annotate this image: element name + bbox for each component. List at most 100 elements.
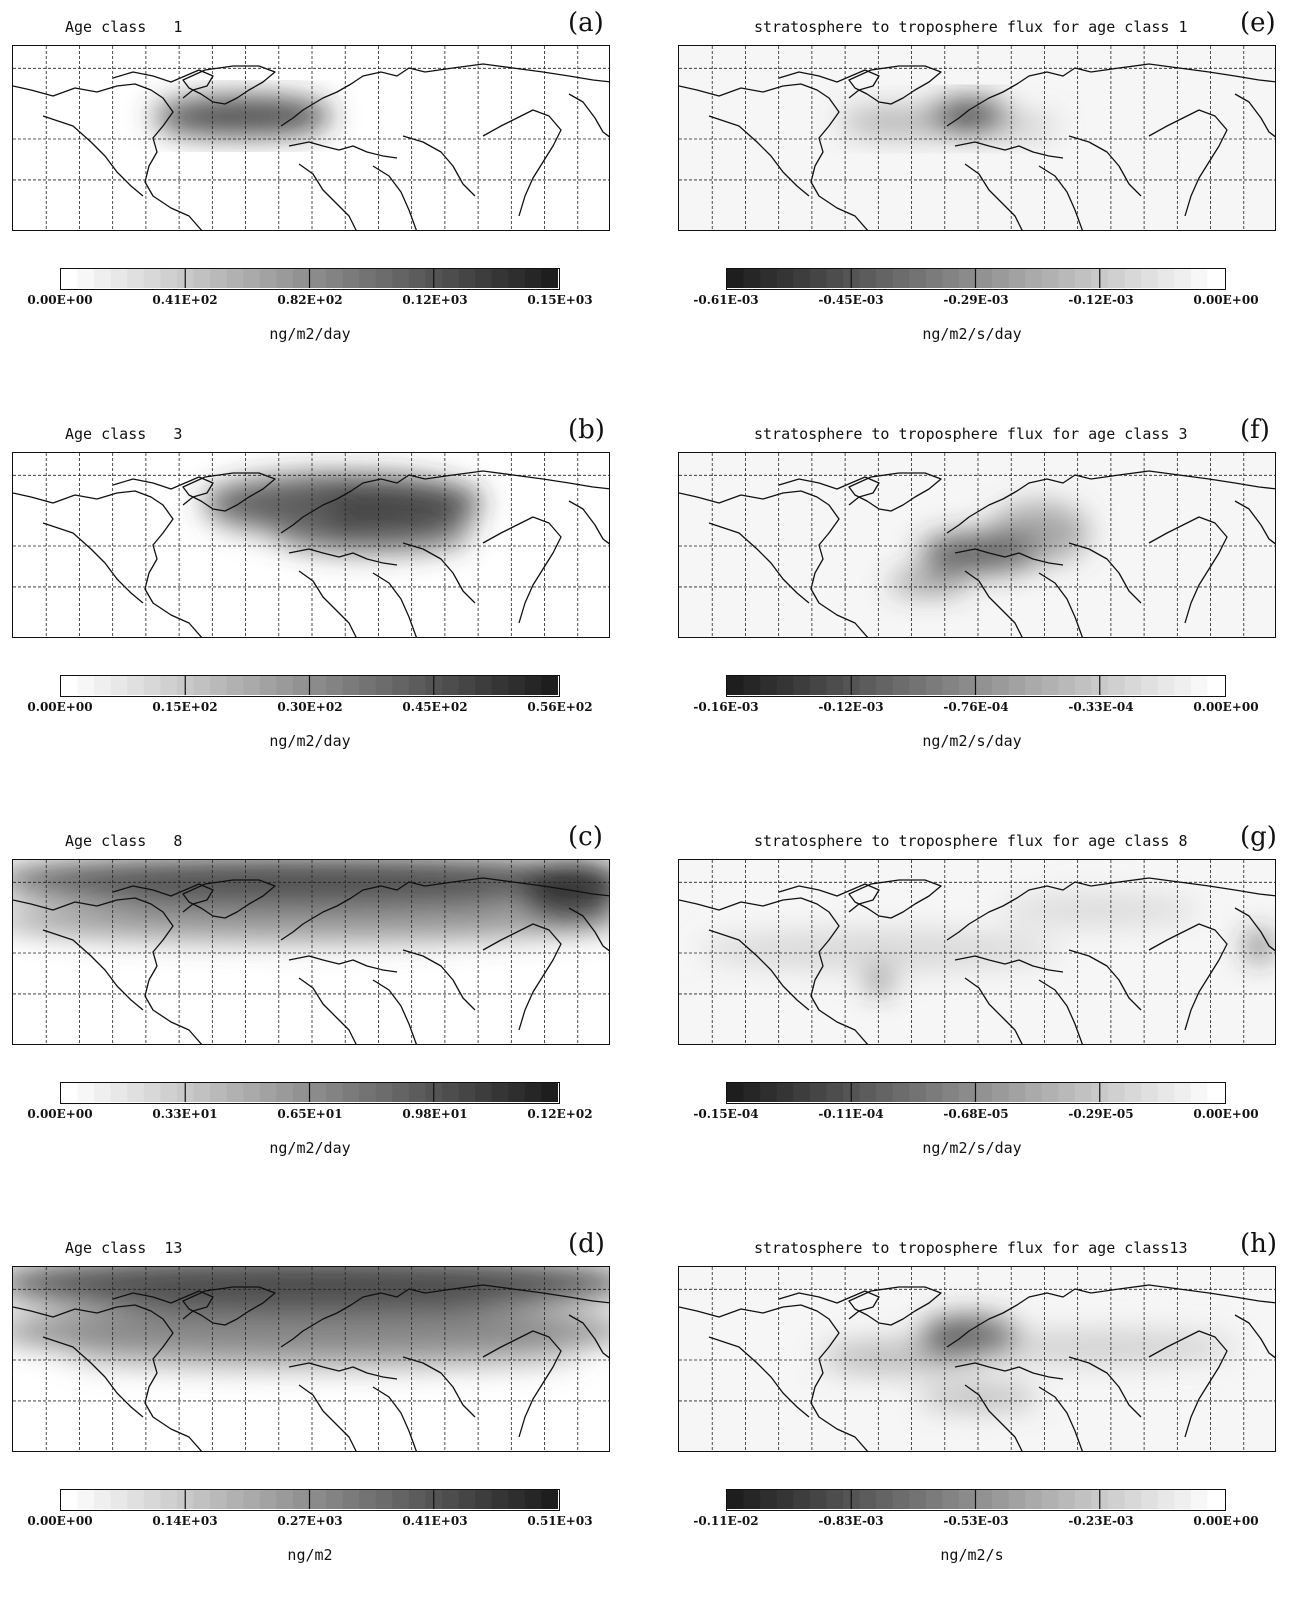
colorbar-gradient bbox=[61, 1083, 558, 1102]
colorbar-tick-label: -0.76E-04 bbox=[943, 700, 1009, 714]
colorbar-tick-label: 0.12E+02 bbox=[527, 1107, 593, 1121]
map-plot bbox=[13, 453, 609, 637]
shading-field bbox=[889, 503, 1089, 593]
shading-field bbox=[699, 894, 1273, 990]
colorbar-unit: ng/m2/day bbox=[269, 325, 351, 343]
colorbar-tick-label: -0.23E-03 bbox=[1068, 1514, 1134, 1528]
coastlines bbox=[13, 877, 609, 1044]
colorbar-tick-label: 0.98E+01 bbox=[402, 1107, 468, 1121]
colorbar-tick-label: 0.82E+02 bbox=[277, 293, 343, 307]
colorbar-gradient bbox=[61, 1490, 558, 1509]
coastlines bbox=[679, 877, 1275, 1044]
colorbar-gradient bbox=[61, 676, 558, 695]
map-frame bbox=[678, 1266, 1276, 1452]
coastlines bbox=[679, 1284, 1275, 1451]
map-plot bbox=[679, 860, 1275, 1044]
panel-h: stratosphere to troposphere flux for age… bbox=[646, 1221, 1286, 1621]
colorbar-tick-label: -0.68E-05 bbox=[943, 1107, 1009, 1121]
colorbar-tick-label: 0.27E+03 bbox=[277, 1514, 343, 1528]
map-frame bbox=[678, 452, 1276, 638]
colorbar-unit: ng/m2/s/day bbox=[922, 325, 1022, 343]
panel-c: Age class 8 (c) ng/m2/day 0.00E+00 0.33E+… bbox=[10, 814, 650, 1214]
colorbar-tick-label: -0.53E-03 bbox=[943, 1514, 1009, 1528]
panel-e: stratosphere to troposphere flux for age… bbox=[646, 0, 1286, 400]
colorbar-tick-label: -0.29E-05 bbox=[1068, 1107, 1134, 1121]
panel-title: stratosphere to troposphere flux for age… bbox=[754, 18, 1188, 36]
colorbar-tick-label: 0.15E+02 bbox=[152, 700, 218, 714]
panel-title: Age class 3 bbox=[65, 425, 183, 443]
colorbar bbox=[726, 1082, 1226, 1104]
colorbar-tick-label: 0.00E+00 bbox=[27, 700, 93, 714]
map-plot bbox=[13, 1267, 609, 1451]
map-plot bbox=[679, 46, 1275, 230]
graticule bbox=[679, 860, 1275, 1044]
panel-label: (a) bbox=[568, 8, 604, 38]
map-frame bbox=[12, 452, 610, 638]
map-plot bbox=[679, 453, 1275, 637]
panel-a: Age class 1 (a) ng/m2/day 0.00E+00 0.41E+… bbox=[10, 0, 650, 400]
panel-title: Age class 8 bbox=[65, 832, 183, 850]
panel-title: Age class 1 bbox=[65, 18, 183, 36]
colorbar-tick-label: 0.33E+01 bbox=[152, 1107, 218, 1121]
colorbar-tick-label: 0.00E+00 bbox=[27, 293, 93, 307]
colorbar-tick-label: 0.41E+02 bbox=[152, 293, 218, 307]
colorbar-tick-label: -0.11E-02 bbox=[693, 1514, 759, 1528]
panel-d: Age class 13 (d) ng/m2 0.00E+00 0.14E+03 0… bbox=[10, 1221, 650, 1621]
colorbar-gradient bbox=[727, 269, 1224, 288]
shading-field bbox=[13, 1267, 609, 1371]
colorbar-unit: ng/m2/s bbox=[940, 1546, 1004, 1564]
colorbar-tick-label: -0.12E-03 bbox=[1068, 293, 1134, 307]
colorbar-tick-label: 0.00E+00 bbox=[27, 1514, 93, 1528]
colorbar-tick-label: -0.45E-03 bbox=[818, 293, 884, 307]
colorbar-tick-label: 0.00E+00 bbox=[27, 1107, 93, 1121]
coastlines bbox=[13, 470, 609, 637]
colorbar-tick-label: -0.15E-04 bbox=[693, 1107, 759, 1121]
coastlines bbox=[679, 470, 1275, 637]
colorbar-tick-label: 0.45E+02 bbox=[402, 700, 468, 714]
shading-field bbox=[203, 475, 483, 553]
colorbar bbox=[60, 675, 560, 697]
panel-label: (c) bbox=[568, 822, 603, 852]
colorbar-tick-label: 0.14E+03 bbox=[152, 1514, 218, 1528]
shading-field bbox=[153, 96, 333, 136]
panel-title: stratosphere to troposphere flux for age… bbox=[754, 425, 1188, 443]
colorbar-unit: ng/m2/day bbox=[269, 732, 351, 750]
panel-label: (f) bbox=[1240, 415, 1270, 445]
colorbar-tick-label: -0.11E-04 bbox=[818, 1107, 884, 1121]
colorbar-tick-label: -0.83E-03 bbox=[818, 1514, 884, 1528]
panel-f: stratosphere to troposphere flux for age… bbox=[646, 407, 1286, 807]
colorbar-gradient bbox=[727, 1083, 1224, 1102]
panel-label: (h) bbox=[1240, 1229, 1278, 1259]
colorbar-gradient bbox=[727, 676, 1224, 695]
colorbar-tick-label: -0.12E-03 bbox=[818, 700, 884, 714]
colorbar-tick-label: 0.12E+03 bbox=[402, 293, 468, 307]
colorbar-tick-label: -0.61E-03 bbox=[693, 293, 759, 307]
colorbar-tick-label: 0.00E+00 bbox=[1193, 1107, 1259, 1121]
colorbar-tick-label: 0.15E+03 bbox=[527, 293, 593, 307]
colorbar-tick-label: 0.51E+03 bbox=[527, 1514, 593, 1528]
panel-label: (e) bbox=[1240, 8, 1276, 38]
colorbar bbox=[726, 268, 1226, 290]
colorbar bbox=[60, 1489, 560, 1511]
shading-field bbox=[819, 1317, 1239, 1409]
colorbar-tick-label: 0.41E+03 bbox=[402, 1514, 468, 1528]
colorbar-tick-label: -0.33E-04 bbox=[1068, 700, 1134, 714]
map-frame bbox=[12, 45, 610, 231]
panel-label: (b) bbox=[568, 415, 605, 445]
colorbar-unit: ng/m2/s/day bbox=[922, 732, 1022, 750]
map-plot bbox=[13, 46, 609, 230]
map-frame bbox=[678, 45, 1276, 231]
map-frame bbox=[12, 1266, 610, 1452]
colorbar-gradient bbox=[727, 1490, 1224, 1509]
colorbar-unit: ng/m2/s/day bbox=[922, 1139, 1022, 1157]
colorbar-gradient bbox=[61, 269, 558, 288]
colorbar-tick-label: -0.16E-03 bbox=[693, 700, 759, 714]
colorbar bbox=[60, 1082, 560, 1104]
panel-title: stratosphere to troposphere flux for age… bbox=[754, 832, 1188, 850]
panel-b: Age class 3 (b) ng/m2/day 0.00E+00 0.15E+… bbox=[10, 407, 650, 807]
coastlines bbox=[679, 63, 1275, 230]
colorbar-unit: ng/m2 bbox=[287, 1546, 333, 1564]
colorbar bbox=[726, 675, 1226, 697]
colorbar bbox=[60, 268, 560, 290]
map-frame bbox=[678, 859, 1276, 1045]
